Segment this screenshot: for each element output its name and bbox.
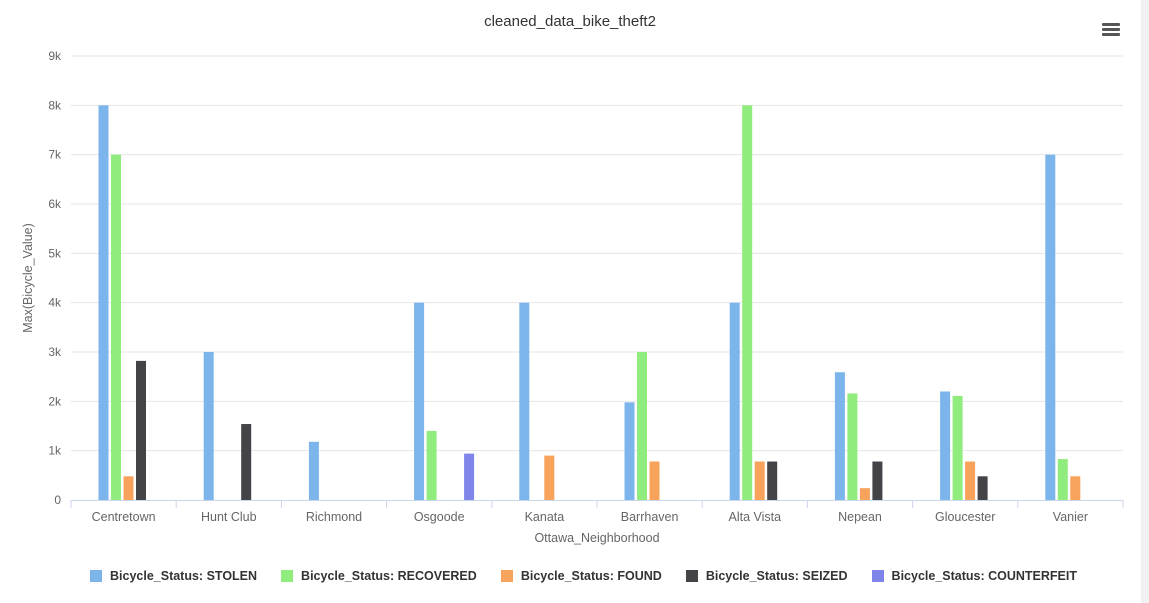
bar bbox=[1070, 476, 1081, 500]
bar bbox=[111, 154, 121, 500]
x-tick-label: Barrhaven bbox=[621, 510, 679, 524]
bar bbox=[136, 360, 146, 500]
bar bbox=[767, 461, 778, 500]
bar bbox=[872, 461, 883, 500]
bar bbox=[1045, 154, 1056, 500]
bar bbox=[241, 424, 252, 500]
legend-item[interactable]: Bicycle_Status: SEIZED bbox=[685, 569, 848, 583]
y-tick-label: 4k bbox=[48, 296, 62, 310]
bar bbox=[203, 352, 214, 500]
menu-line bbox=[1102, 28, 1120, 31]
bar bbox=[754, 461, 765, 500]
y-tick-label: 7k bbox=[48, 148, 62, 162]
y-tick-label: 8k bbox=[48, 98, 62, 112]
y-tick-label: 0 bbox=[54, 493, 61, 507]
legend-item[interactable]: Bicycle_Status: STOLEN bbox=[90, 569, 257, 583]
x-tick-label: Vanier bbox=[1053, 510, 1088, 524]
bar bbox=[940, 391, 951, 500]
y-tick-label: 6k bbox=[48, 197, 62, 211]
x-axis-label: Ottawa_Neighborhood bbox=[534, 531, 659, 545]
y-tick-label: 2k bbox=[48, 394, 62, 408]
x-tick-label: Gloucester bbox=[935, 510, 995, 524]
legend-swatch bbox=[871, 570, 884, 582]
bar bbox=[464, 453, 475, 500]
legend-label: Bicycle_Status: FOUND bbox=[520, 569, 662, 583]
bar bbox=[637, 352, 647, 500]
x-tick-label: Centretown bbox=[92, 510, 156, 524]
bar bbox=[544, 455, 555, 500]
bar bbox=[834, 372, 845, 500]
legend-item[interactable]: Bicycle_Status: FOUND bbox=[500, 569, 662, 583]
bar bbox=[977, 476, 988, 500]
chart-title: cleaned_data_bike_theft2 bbox=[484, 13, 656, 30]
legend-item[interactable]: Bicycle_Status: COUNTERFEIT bbox=[871, 569, 1078, 583]
bar bbox=[649, 461, 660, 500]
menu-line bbox=[1102, 33, 1120, 36]
vertical-scrollbar[interactable] bbox=[1141, 0, 1149, 603]
y-tick-label: 1k bbox=[48, 444, 62, 458]
bar bbox=[965, 461, 976, 500]
legend-label: Bicycle_Status: COUNTERFEIT bbox=[891, 569, 1078, 583]
bar bbox=[414, 302, 425, 500]
legend-swatch bbox=[281, 570, 294, 582]
legend-label: Bicycle_Status: STOLEN bbox=[110, 569, 258, 583]
bar bbox=[98, 105, 109, 500]
bar bbox=[952, 395, 963, 500]
legend-label: Bicycle_Status: RECOVERED bbox=[301, 569, 477, 583]
bar bbox=[847, 393, 858, 500]
legend-swatch bbox=[500, 570, 513, 582]
bar bbox=[1057, 459, 1068, 500]
hamburger-menu-icon[interactable] bbox=[1098, 16, 1124, 42]
y-axis-label: Max(Bicycle_Value) bbox=[21, 223, 35, 333]
legend-item[interactable]: Bicycle_Status: RECOVERED bbox=[281, 569, 477, 583]
y-tick-label: 5k bbox=[48, 246, 62, 260]
chart-legend: Bicycle_Status: STOLEN Bicycle_Status: RE… bbox=[90, 566, 1101, 586]
legend-swatch bbox=[685, 570, 698, 582]
bar bbox=[624, 402, 635, 500]
x-tick-label: Hunt Club bbox=[201, 510, 257, 524]
x-tick-label: Kanata bbox=[525, 510, 565, 524]
y-tick-label: 3k bbox=[48, 345, 62, 359]
x-tick-label: Alta Vista bbox=[729, 510, 782, 524]
x-tick-label: Richmond bbox=[306, 510, 362, 524]
bar bbox=[859, 488, 870, 500]
x-tick-label: Nepean bbox=[838, 510, 882, 524]
bar bbox=[729, 302, 740, 500]
menu-line bbox=[1102, 23, 1120, 26]
bar bbox=[308, 441, 319, 500]
bar bbox=[123, 476, 134, 500]
bar bbox=[519, 302, 530, 500]
x-tick-label: Osgoode bbox=[414, 510, 465, 524]
bar bbox=[742, 105, 753, 500]
bar-chart: 0 1k 2k 3k 4k 5k 6k 7k 8k 9k Centretown Hunt Club Ri… bbox=[21, 49, 1124, 545]
legend-swatch bbox=[90, 570, 102, 582]
y-tick-label: 9k bbox=[48, 49, 62, 63]
bar bbox=[426, 430, 437, 500]
legend-label: Bicycle_Status: SEIZED bbox=[705, 569, 848, 583]
